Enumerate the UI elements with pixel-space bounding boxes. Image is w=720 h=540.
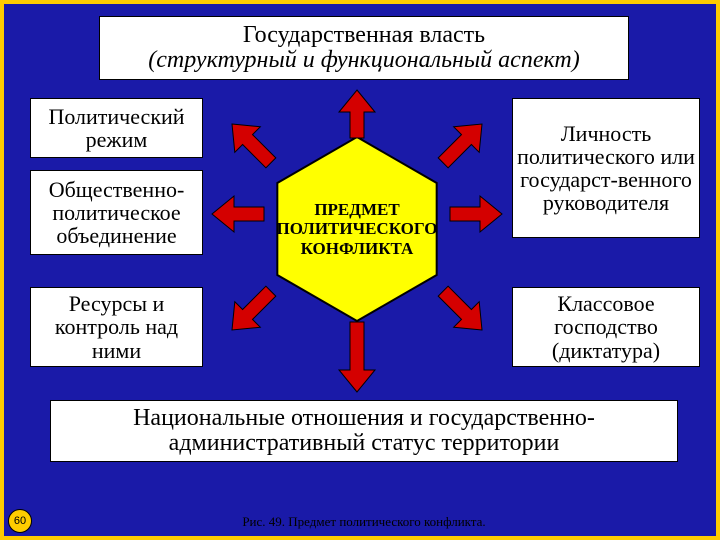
diagram-page: Государственная власть (структурный и фу… — [0, 0, 720, 540]
hexagon-label: ПРЕДМЕТ ПОЛИТИЧЕСКОГО КОНФЛИКТА — [273, 189, 441, 269]
hexagon — [4, 4, 720, 540]
slide-number-text: 60 — [14, 515, 26, 527]
figure-caption: Рис. 49. Предмет политического конфликта… — [4, 514, 720, 530]
slide-number-badge: 60 — [8, 509, 32, 533]
